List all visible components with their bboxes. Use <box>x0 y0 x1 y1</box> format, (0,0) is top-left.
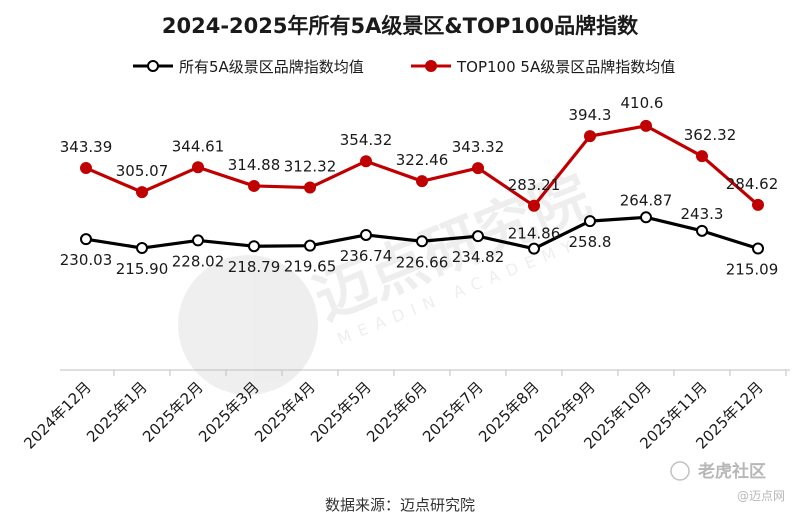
chart-title: 2024-2025年所有5A级景区&TOP100品牌指数 <box>162 14 639 38</box>
data-label: 283.21 <box>508 176 561 194</box>
data-point <box>472 162 484 175</box>
data-label: 312.32 <box>284 158 337 176</box>
data-point <box>528 242 540 255</box>
legend-label-all: 所有5A级景区品牌指数均值 <box>179 58 364 76</box>
data-label: 344.61 <box>172 137 225 155</box>
data-label: 264.87 <box>620 191 673 209</box>
data-point <box>696 224 708 237</box>
data-label: 362.32 <box>684 126 737 144</box>
data-point <box>528 199 540 212</box>
data-point <box>416 235 428 248</box>
data-point <box>192 161 204 174</box>
data-point <box>752 242 764 255</box>
legend-item-all: 所有5A级景区品牌指数均值 <box>133 58 364 76</box>
data-point <box>360 228 372 241</box>
data-label: 215.90 <box>116 260 169 278</box>
data-label: 410.6 <box>621 94 664 112</box>
data-point <box>640 211 652 224</box>
data-point <box>248 179 260 192</box>
data-label: 230.03 <box>60 251 113 269</box>
data-label: 394.3 <box>569 106 612 124</box>
legend-item-top100: TOP100 5A级景区品牌指数均值 <box>411 58 675 76</box>
data-point <box>304 181 316 194</box>
data-point <box>248 240 260 253</box>
legend: 所有5A级景区品牌指数均值 TOP100 5A级景区品牌指数均值 <box>133 58 675 76</box>
data-label: 234.82 <box>452 248 505 266</box>
watermark-logo-icon <box>178 255 318 395</box>
legend-marker-top100 <box>425 60 437 72</box>
corner-watermark: 老虎社区 @迈点网 <box>670 461 785 503</box>
data-point <box>640 119 652 132</box>
legend-label-top100: TOP100 5A级景区品牌指数均值 <box>456 58 675 76</box>
data-label: 284.62 <box>726 175 779 193</box>
legend-marker-all <box>147 60 159 72</box>
data-label: 343.39 <box>60 138 113 156</box>
data-point <box>584 215 596 228</box>
data-label: 226.66 <box>396 253 449 271</box>
data-label: 305.07 <box>116 162 169 180</box>
data-point <box>136 242 148 255</box>
data-label: 354.32 <box>340 131 393 149</box>
watermark: 迈点研究院 MEADIN ACADEMY <box>178 161 599 395</box>
data-label: 258.8 <box>569 233 612 251</box>
data-point <box>696 150 708 163</box>
corner-logo-icon <box>670 461 690 481</box>
source-note: 数据来源：迈点研究院 <box>325 496 475 514</box>
data-label: 343.32 <box>452 138 505 156</box>
data-point <box>752 198 764 211</box>
corner-handle-text: @迈点网 <box>737 489 785 503</box>
data-point <box>192 234 204 247</box>
data-point <box>360 155 372 168</box>
corner-brand-text: 老虎社区 <box>697 461 766 482</box>
x-tick-label: 2024年12月 <box>20 378 94 452</box>
data-label: 228.02 <box>172 252 225 270</box>
data-label: 322.46 <box>396 151 449 169</box>
data-point <box>304 239 316 252</box>
data-point <box>472 230 484 243</box>
data-label: 219.65 <box>284 258 337 276</box>
data-point <box>80 233 92 246</box>
data-point <box>136 186 148 199</box>
data-point <box>80 162 92 175</box>
data-point <box>416 175 428 188</box>
data-label: 236.74 <box>340 247 393 265</box>
data-point <box>584 130 596 143</box>
data-label: 214.86 <box>508 225 561 243</box>
x-axis-ticks: 2024年12月2025年1月2025年2月2025年3月2025年4月2025… <box>20 370 787 453</box>
data-label: 243.3 <box>681 205 724 223</box>
data-label: 215.09 <box>726 261 779 279</box>
data-label: 314.88 <box>228 156 281 174</box>
data-label: 218.79 <box>228 258 281 276</box>
